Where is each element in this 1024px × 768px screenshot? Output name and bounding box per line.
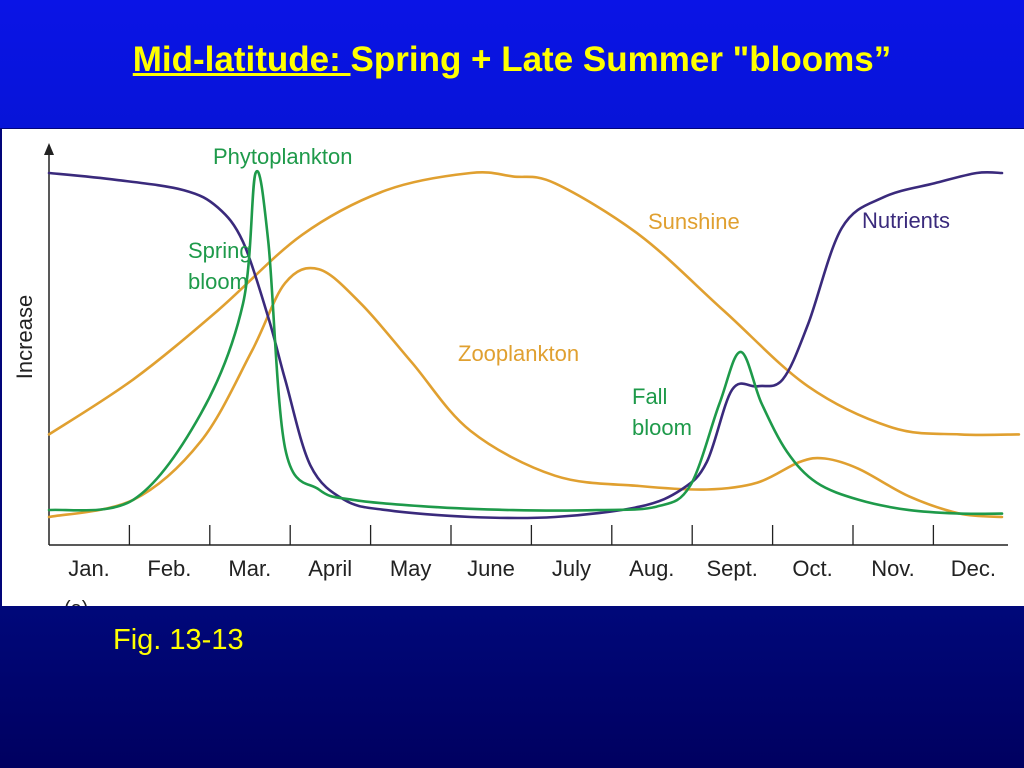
- figure-caption: Fig. 13-13: [113, 624, 244, 656]
- series-line-nutrients: [47, 170, 1004, 520]
- slide-title-rest: Spring + Late Summer "blooms”: [350, 40, 892, 79]
- x-tick-label: May: [390, 556, 432, 581]
- annotation-spring-bloom: bloom: [188, 269, 248, 294]
- chart-axes: [44, 143, 1008, 546]
- x-tick-label: July: [552, 556, 591, 581]
- x-tick-label: Aug.: [629, 556, 674, 581]
- chart: Jan. Feb. Mar. April May June July Aug. Sept. Oct…: [12, 143, 1021, 620]
- annotation-fall-bloom: bloom: [632, 415, 692, 440]
- series-line-phytoplankton: [47, 169, 1004, 516]
- slide-title-underlined: Mid-latitude:: [132, 40, 351, 79]
- x-tick-label: Feb.: [147, 556, 191, 581]
- x-tick-label: Nov.: [871, 556, 915, 581]
- chart-series: [47, 169, 1021, 520]
- x-tick-label: Mar.: [228, 556, 271, 581]
- slide-title: Mid-latitude: Spring + Late Summer "bloo…: [0, 40, 1024, 80]
- y-axis-label: Increase: [12, 295, 37, 379]
- x-tick-label: April: [308, 556, 352, 581]
- series-label-phytoplankton: Phytoplankton: [213, 144, 352, 169]
- annotation-fall-bloom: Fall: [632, 384, 667, 409]
- panel-label: (a): [64, 598, 88, 606]
- x-tick-label: Oct.: [792, 556, 832, 581]
- series-line-sunshine: [47, 171, 1021, 437]
- title-band: [0, 0, 1024, 128]
- annotation-spring-bloom: Spring: [188, 238, 252, 263]
- x-tick-label: June: [467, 556, 515, 581]
- lower-band: [0, 606, 1024, 768]
- chart-labels: Jan. Feb. Mar. April May June July Aug. Sept. Oct…: [12, 144, 996, 620]
- series-label-zooplankton: Zooplankton: [458, 341, 579, 366]
- y-axis-arrow: [44, 143, 54, 155]
- figure-panel: Jan. Feb. Mar. April May June July Aug. Sept. Oct…: [2, 129, 1024, 620]
- x-tick-label: Jan.: [68, 556, 110, 581]
- series-line-zooplankton: [47, 266, 1004, 519]
- series-label-sunshine: Sunshine: [648, 209, 740, 234]
- x-tick-label: Dec.: [951, 556, 996, 581]
- x-tick-label: Sept.: [707, 556, 758, 581]
- series-label-nutrients: Nutrients: [862, 208, 950, 233]
